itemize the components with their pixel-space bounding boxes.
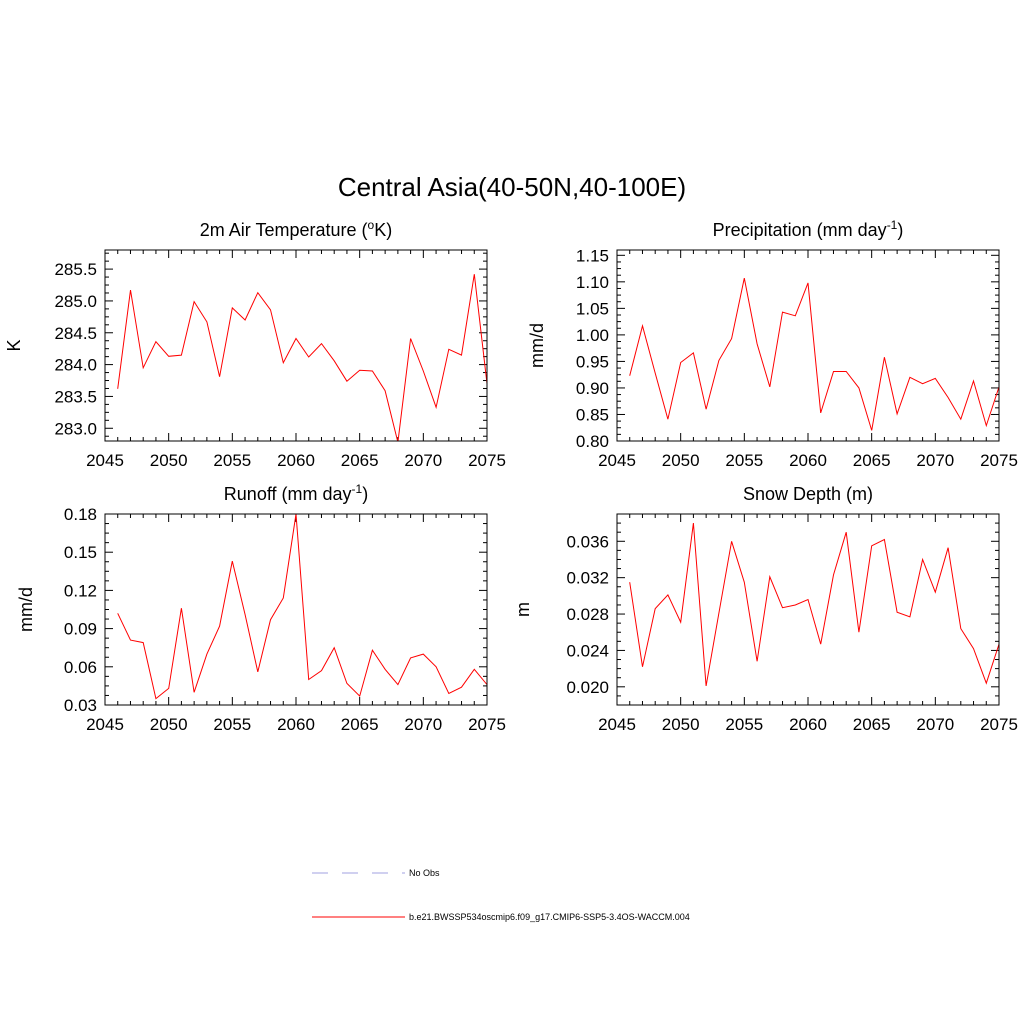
panel-precipitation: Precipitation (mm day-1) mm/d 2045 2050 2055… <box>527 218 1018 470</box>
y-tick-label: 0.028 <box>566 605 609 624</box>
panel-title-main: Precipitation (mm day <box>713 220 887 240</box>
y-tick-label: 1.15 <box>576 246 609 265</box>
panel-title-suffix: ) <box>362 484 368 504</box>
panel-title: Precipitation (mm day-1) <box>713 218 904 240</box>
y-tick-label: 0.18 <box>64 505 97 524</box>
y-tick-label: 0.06 <box>64 658 97 677</box>
panel-title-superscript: o <box>368 218 375 232</box>
x-tick-label: 2075 <box>980 715 1018 734</box>
panel-snow-depth: Snow Depth (m) m 2045 2050 2055 2060 2065 2070 2… <box>513 484 1018 734</box>
x-tick-label: 2070 <box>916 451 954 470</box>
y-tick-label: 283.0 <box>54 419 97 438</box>
y-tick-label: 0.12 <box>64 581 97 600</box>
y-tick-label: 0.020 <box>566 678 609 697</box>
panel-title-main: Snow Depth (m) <box>743 484 873 504</box>
y-axis-label: K <box>4 339 24 351</box>
series-line <box>629 523 999 686</box>
y-tick-label: 0.85 <box>576 405 609 424</box>
x-tick-label: 2045 <box>86 451 124 470</box>
y-tick-label: 1.10 <box>576 273 609 292</box>
panel-title: 2m Air Temperature (oK) <box>200 218 392 240</box>
x-tick-label: 2050 <box>662 451 700 470</box>
panel-2m-air-temperature: 2m Air Temperature (oK) K 2045 2050 2055 2060… <box>4 218 506 470</box>
x-tick-label: 2060 <box>789 451 827 470</box>
y-tick-label: 0.036 <box>566 532 609 551</box>
legend-label-model: b.e21.BWSSP534oscmip6.f09_g17.CMIP6-SSP5… <box>409 912 690 922</box>
x-tick-label: 2055 <box>725 451 763 470</box>
y-tick-label: 0.03 <box>64 696 97 715</box>
y-tick-label: 285.0 <box>54 292 97 311</box>
panel-title-main: Runoff (mm day <box>224 484 352 504</box>
x-tick-label: 2045 <box>598 715 636 734</box>
plot-frame <box>616 249 1000 442</box>
x-tick-label: 2055 <box>725 715 763 734</box>
panel-title: Snow Depth (m) <box>743 484 873 504</box>
panel-title-superscript: -1 <box>887 218 898 232</box>
y-tick-label: 0.09 <box>64 620 97 639</box>
y-tick-label: 0.90 <box>576 379 609 398</box>
y-tick-label: 283.5 <box>54 387 97 406</box>
x-tick-label: 2070 <box>404 451 442 470</box>
x-tick-label: 2050 <box>150 451 188 470</box>
y-tick-label: 284.0 <box>54 356 97 375</box>
panel-title: Runoff (mm day-1) <box>224 482 368 504</box>
y-tick-label: 1.05 <box>576 299 609 318</box>
y-axis-label: mm/d <box>527 323 547 368</box>
y-tick-label: 284.5 <box>54 324 97 343</box>
plot-frame <box>104 249 488 442</box>
x-tick-label: 2060 <box>277 451 315 470</box>
x-tick-label: 2060 <box>789 715 827 734</box>
series-line <box>117 514 487 700</box>
x-tick-label: 2070 <box>916 715 954 734</box>
y-tick-label: 0.95 <box>576 352 609 371</box>
x-tick-label: 2050 <box>662 715 700 734</box>
legend-label-no-obs: No Obs <box>409 868 440 878</box>
legend: No Obs b.e21.BWSSP534oscmip6.f09_g17.CMI… <box>312 868 690 922</box>
x-tick-label: 2075 <box>468 715 506 734</box>
y-tick-label: 0.15 <box>64 543 97 562</box>
panel-title-suffix: K) <box>374 220 392 240</box>
main-title: Central Asia(40-50N,40-100E) <box>338 172 686 202</box>
x-tick-label: 2050 <box>150 715 188 734</box>
x-tick-label: 2065 <box>853 451 891 470</box>
y-tick-label: 0.024 <box>566 641 609 660</box>
y-tick-label: 1.00 <box>576 326 609 345</box>
y-tick-label: 0.032 <box>566 569 609 588</box>
y-axis-label: m <box>513 602 533 617</box>
series-line <box>629 277 999 431</box>
panel-title-main: 2m Air Temperature ( <box>200 220 368 240</box>
y-tick-label: 0.80 <box>576 432 609 451</box>
x-tick-label: 2055 <box>213 451 251 470</box>
plot-frame <box>616 513 1000 706</box>
x-tick-label: 2065 <box>853 715 891 734</box>
x-tick-label: 2065 <box>341 715 379 734</box>
x-tick-label: 2055 <box>213 715 251 734</box>
panel-title-superscript: -1 <box>352 482 363 496</box>
x-tick-label: 2045 <box>86 715 124 734</box>
x-tick-label: 2075 <box>980 451 1018 470</box>
x-tick-label: 2045 <box>598 451 636 470</box>
series-line <box>117 274 487 441</box>
panel-runoff: Runoff (mm day-1) mm/d 2045 2050 2055 2060 206… <box>16 482 506 734</box>
x-tick-label: 2070 <box>404 715 442 734</box>
x-tick-label: 2065 <box>341 451 379 470</box>
y-axis-label: mm/d <box>16 587 36 632</box>
panel-title-suffix: ) <box>897 220 903 240</box>
y-tick-label: 285.5 <box>54 260 97 279</box>
plot-frame <box>104 513 488 706</box>
x-tick-label: 2075 <box>468 451 506 470</box>
x-tick-label: 2060 <box>277 715 315 734</box>
